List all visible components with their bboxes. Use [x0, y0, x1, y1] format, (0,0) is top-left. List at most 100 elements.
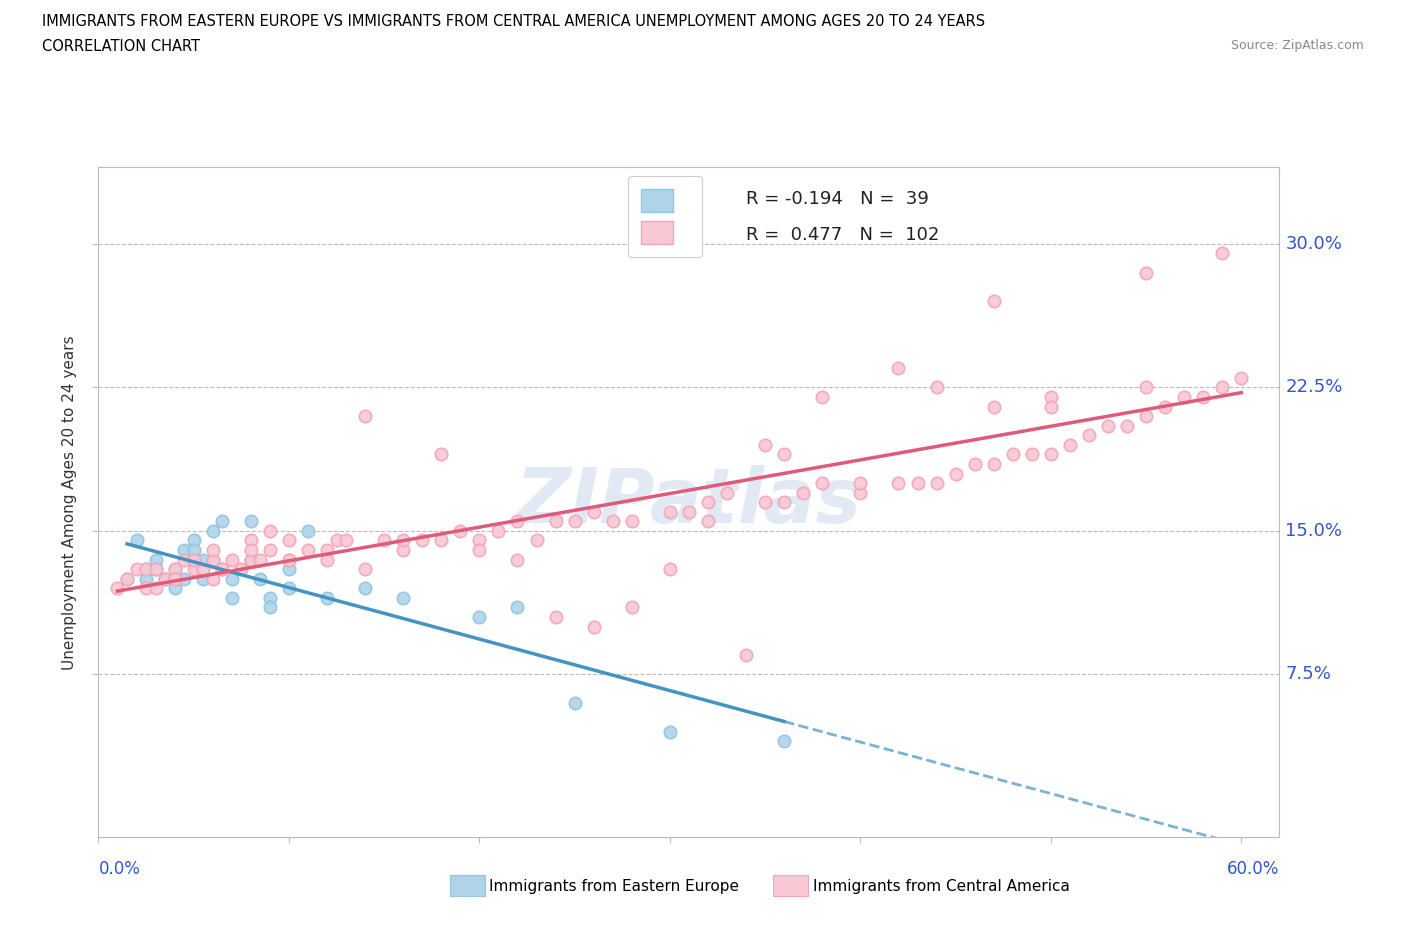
Point: [697, 495, 720, 510]
Point: [277, 552, 299, 567]
Point: [811, 390, 834, 405]
Point: [277, 533, 299, 548]
Point: [135, 571, 157, 586]
Point: [135, 581, 157, 596]
Text: ZIPatlas: ZIPatlas: [516, 465, 862, 539]
Text: 7.5%: 7.5%: [1285, 665, 1331, 684]
Point: [564, 696, 586, 711]
Text: Immigrants from Central America: Immigrants from Central America: [813, 879, 1070, 894]
Point: [211, 562, 233, 577]
Point: [201, 552, 224, 567]
Point: [564, 514, 586, 529]
Point: [163, 571, 186, 586]
Point: [183, 542, 205, 557]
Point: [620, 600, 643, 615]
Point: [277, 562, 299, 577]
Point: [1021, 447, 1043, 462]
Point: [325, 533, 347, 548]
Point: [506, 552, 529, 567]
Point: [316, 591, 339, 605]
Point: [887, 361, 910, 376]
Point: [430, 447, 453, 462]
Point: [773, 447, 796, 462]
Point: [193, 571, 215, 586]
Point: [983, 294, 1005, 309]
Point: [1173, 390, 1195, 405]
Point: [316, 552, 339, 567]
Text: R = -0.194   N =  39: R = -0.194 N = 39: [747, 190, 929, 208]
Point: [259, 542, 281, 557]
Point: [221, 571, 243, 586]
Point: [193, 552, 215, 567]
Point: [211, 514, 233, 529]
Point: [163, 581, 186, 596]
Point: [173, 552, 195, 567]
Point: [107, 581, 129, 596]
Point: [488, 524, 510, 538]
Text: CORRELATION CHART: CORRELATION CHART: [42, 39, 200, 54]
Point: [297, 542, 319, 557]
Point: [277, 581, 299, 596]
Text: IMMIGRANTS FROM EASTERN EUROPE VS IMMIGRANTS FROM CENTRAL AMERICA UNEMPLOYMENT A: IMMIGRANTS FROM EASTERN EUROPE VS IMMIGR…: [42, 14, 986, 29]
Point: [277, 552, 299, 567]
Point: [620, 514, 643, 529]
Point: [430, 533, 453, 548]
Point: [297, 524, 319, 538]
Point: [183, 562, 205, 577]
Point: [211, 562, 233, 577]
Point: [392, 533, 415, 548]
Text: 30.0%: 30.0%: [1285, 235, 1343, 253]
Point: [163, 562, 186, 577]
Point: [316, 542, 339, 557]
Point: [201, 571, 224, 586]
Point: [678, 504, 700, 519]
Point: [506, 600, 529, 615]
Point: [716, 485, 738, 500]
Point: [602, 514, 624, 529]
Point: [887, 475, 910, 490]
Point: [183, 552, 205, 567]
Point: [468, 542, 491, 557]
Point: [392, 542, 415, 557]
Point: [239, 552, 262, 567]
Point: [925, 380, 948, 395]
Point: [963, 457, 986, 472]
Point: [907, 475, 929, 490]
Point: [983, 399, 1005, 414]
Point: [582, 504, 605, 519]
Point: [115, 571, 138, 586]
Point: [1097, 418, 1119, 433]
Point: [792, 485, 814, 500]
Point: [658, 724, 681, 739]
Text: Immigrants from Eastern Europe: Immigrants from Eastern Europe: [489, 879, 740, 894]
Point: [1001, 447, 1024, 462]
Point: [411, 533, 433, 548]
Point: [135, 562, 157, 577]
Text: R =  0.477   N =  102: R = 0.477 N = 102: [747, 226, 939, 244]
Point: [1059, 437, 1081, 452]
Point: [658, 562, 681, 577]
Point: [849, 475, 872, 490]
Point: [145, 562, 167, 577]
Point: [392, 591, 415, 605]
Point: [1039, 390, 1062, 405]
Point: [183, 533, 205, 548]
Point: [145, 581, 167, 596]
Point: [697, 514, 720, 529]
Point: [1135, 408, 1157, 423]
Text: 22.5%: 22.5%: [1285, 379, 1343, 396]
Point: [1192, 390, 1215, 405]
Point: [239, 533, 262, 548]
Point: [163, 571, 186, 586]
Point: [249, 552, 271, 567]
Point: [354, 408, 377, 423]
Point: [526, 533, 548, 548]
Point: [173, 542, 195, 557]
Legend:  ,  : ,: [628, 177, 703, 257]
Point: [658, 504, 681, 519]
Y-axis label: Unemployment Among Ages 20 to 24 years: Unemployment Among Ages 20 to 24 years: [62, 335, 77, 670]
Point: [811, 475, 834, 490]
Point: [239, 542, 262, 557]
Point: [201, 542, 224, 557]
Text: Source: ZipAtlas.com: Source: ZipAtlas.com: [1230, 39, 1364, 52]
